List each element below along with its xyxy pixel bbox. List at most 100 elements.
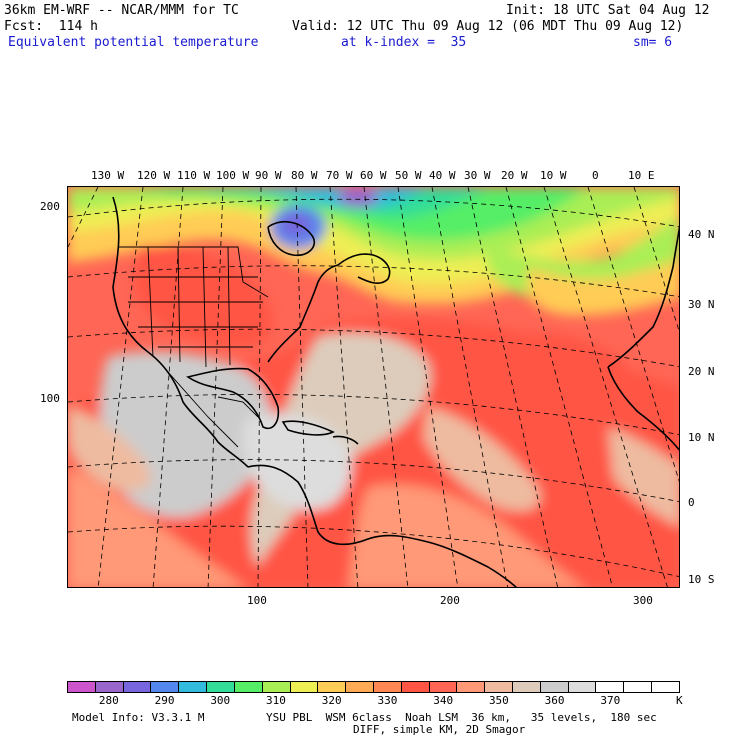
parallel-0	[68, 459, 679, 503]
legend-swatch	[652, 682, 679, 692]
lat-label: 40 N	[688, 228, 715, 241]
legend-label: 370	[600, 694, 621, 707]
lat-label: 30 N	[688, 298, 715, 311]
lon-label: 0	[592, 169, 599, 182]
legend-swatch	[596, 682, 625, 692]
lon-label: 10 E	[628, 169, 655, 182]
legend-label: 360	[544, 694, 565, 707]
legend-swatch	[123, 682, 152, 692]
legend-swatch	[290, 682, 319, 692]
parallel-40n	[68, 198, 679, 228]
nova-scotia	[337, 253, 391, 284]
legend-swatch	[624, 682, 653, 692]
smoothing-info: sm= 6	[633, 35, 673, 50]
meridian	[329, 187, 359, 587]
lon-label: 90 W	[255, 169, 282, 182]
cuba	[281, 420, 335, 436]
lon-label: 60 W	[360, 169, 387, 182]
model-title: 36km EM-WRF -- NCAR/MMM for TC	[4, 3, 239, 18]
lat-label: 10 S	[688, 573, 715, 586]
legend-swatch	[540, 682, 569, 692]
legend-swatch	[68, 682, 96, 692]
parallel-20n	[68, 328, 679, 368]
grid-y-label: 100	[40, 392, 60, 405]
legend-label: 280	[98, 694, 119, 707]
meridian	[467, 187, 558, 587]
valid-time: Valid: 12 UTC Thu 09 Aug 12 (06 MDT Thu …	[292, 19, 684, 34]
grid-x-label: 300	[633, 594, 653, 607]
forecast-hour: Fcst: 114 h	[4, 19, 98, 34]
lon-label: 50 W	[395, 169, 422, 182]
coastlines	[112, 196, 679, 587]
legend-swatch	[95, 682, 124, 692]
diffusion-info: DIFF, simple KM, 2D Smagor	[353, 723, 526, 736]
field-shading	[68, 187, 679, 587]
model-info: Model Info: V3.3.1 M	[72, 711, 205, 724]
lon-label: 30 W	[464, 169, 491, 182]
lat-label: 20 N	[688, 365, 715, 378]
grid-x-label: 200	[440, 594, 460, 607]
legend-units: K	[676, 694, 683, 707]
legend-swatch	[207, 682, 235, 692]
legend-swatch	[568, 682, 597, 692]
lon-label: 70 W	[326, 169, 353, 182]
field-name: Equivalent potential temperature	[8, 35, 259, 50]
theta-e-map	[67, 186, 680, 588]
lon-label: 130 W	[91, 169, 125, 182]
meridian	[397, 187, 459, 587]
meridian	[505, 187, 613, 587]
legend-swatch	[346, 682, 374, 692]
level-info: at k-index = 35	[341, 35, 467, 50]
parallel-10n	[68, 394, 679, 436]
grid-y-label: 200	[40, 200, 60, 213]
map-canvas	[68, 187, 679, 587]
grid-x-label: 100	[247, 594, 267, 607]
lon-label: 20 W	[501, 169, 528, 182]
legend-swatch	[429, 682, 458, 692]
lat-label: 10 N	[688, 431, 715, 444]
parallel-30n	[68, 265, 679, 298]
physics-info: YSU PBL WSM 6class Noah LSM 36 km, 35 le…	[266, 711, 657, 724]
legend-label: 310	[266, 694, 286, 707]
legend-label: 300	[210, 694, 231, 707]
lon-label: 110 W	[177, 169, 211, 182]
legend-labels: 280 290 300 310 320 330 340 350 360 370	[67, 695, 680, 707]
pacific-coast	[112, 196, 249, 468]
west-africa-coast	[607, 366, 679, 451]
legend-swatch	[179, 682, 208, 692]
meridian	[543, 187, 668, 587]
lon-label: 120 W	[137, 169, 171, 182]
meridian	[295, 187, 309, 587]
legend-label: 320	[321, 694, 342, 707]
hispaniola	[332, 435, 359, 445]
state-borders	[118, 246, 269, 448]
legend-swatch	[373, 682, 402, 692]
lon-label: 40 W	[429, 169, 456, 182]
parallel-10s	[68, 525, 679, 577]
africa-europe-coast	[607, 225, 679, 368]
legend-swatch	[401, 682, 430, 692]
lat-label: 0	[688, 496, 695, 509]
legend-swatch	[485, 682, 513, 692]
init-time: Init: 18 UTC Sat 04 Aug 12	[506, 3, 710, 18]
legend-swatch	[513, 682, 541, 692]
meridian	[257, 187, 262, 587]
legend-swatch	[318, 682, 347, 692]
south-america-coast	[247, 464, 518, 587]
legend-swatch	[234, 682, 263, 692]
meridian	[587, 187, 679, 482]
legend-swatch	[262, 682, 291, 692]
lon-label: 100 W	[216, 169, 250, 182]
meridian	[633, 187, 679, 332]
legend-swatch	[457, 682, 486, 692]
meridian	[97, 187, 144, 587]
gulf-coast	[186, 367, 280, 429]
legend-label: 290	[154, 694, 175, 707]
us-east-coast	[267, 264, 339, 363]
legend-swatch	[151, 682, 180, 692]
legend-label: 330	[377, 694, 398, 707]
graticule	[68, 187, 679, 587]
color-legend	[67, 681, 680, 693]
legend-label: 340	[433, 694, 454, 707]
meridian	[68, 187, 99, 248]
